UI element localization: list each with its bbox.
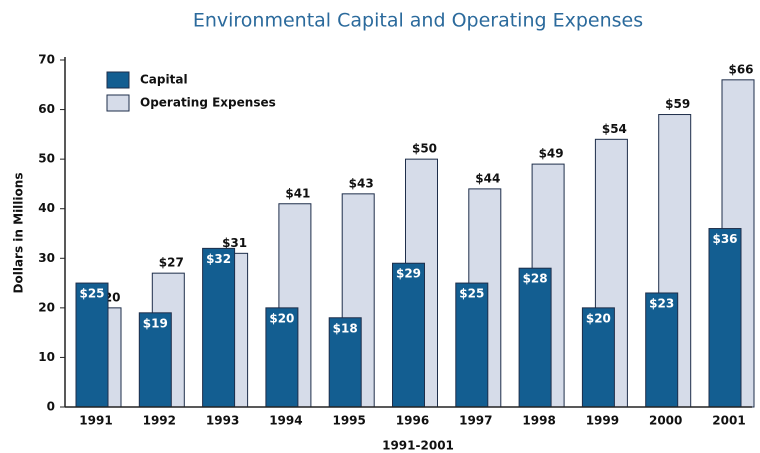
value-label: $50 (412, 142, 437, 156)
x-tick-label: 1998 (522, 414, 555, 428)
value-label: $41 (285, 186, 310, 200)
y-tick-label: 0 (47, 400, 55, 414)
bar (392, 262, 425, 408)
bar (455, 282, 489, 408)
y-tick-label: 10 (38, 350, 55, 364)
value-label: $31 (222, 236, 247, 250)
value-label: $43 (349, 176, 374, 190)
bar (518, 267, 552, 408)
value-label: $27 (159, 256, 184, 270)
value-label: $49 (539, 147, 564, 161)
y-tick-label: 20 (38, 300, 55, 314)
value-label: $25 (79, 287, 104, 301)
y-tick-label: 60 (38, 102, 55, 116)
legend-label: Operating Expenses (140, 96, 276, 110)
bar (645, 292, 679, 408)
value-label: $66 (728, 62, 753, 76)
value-label: $28 (523, 272, 548, 286)
value-label: $23 (649, 296, 674, 310)
x-tick-label: 1991 (79, 414, 112, 428)
x-tick-label: 1995 (332, 414, 365, 428)
chart-title: Environmental Capital and Operating Expe… (193, 10, 643, 32)
value-label: $29 (396, 267, 421, 281)
y-tick-label: 50 (38, 152, 55, 166)
y-axis-label: Dollars in Millions (12, 173, 26, 294)
bar (708, 228, 742, 408)
value-label: $25 (459, 287, 484, 301)
bar (202, 247, 236, 408)
value-label: $44 (475, 171, 500, 185)
value-label: $36 (712, 232, 737, 246)
bar (75, 282, 109, 408)
value-label: $32 (206, 252, 231, 266)
legend-swatch (106, 71, 130, 89)
value-label: $20 (269, 311, 294, 325)
bar (138, 312, 172, 408)
x-tick-label: 1996 (396, 414, 429, 428)
y-tick-label: 40 (38, 201, 55, 215)
bar (265, 307, 299, 408)
x-tick-label: 1992 (143, 414, 176, 428)
value-label: $20 (586, 311, 611, 325)
value-label: $59 (665, 97, 690, 111)
value-label: $18 (333, 321, 358, 335)
x-tick-label: 1993 (206, 414, 239, 428)
y-tick-label: 30 (38, 251, 55, 265)
x-tick-label: 1999 (586, 414, 619, 428)
value-label: $19 (143, 316, 168, 330)
value-label: $54 (602, 122, 627, 136)
y-tick-label: 70 (38, 53, 55, 67)
legend-label: Capital (140, 73, 188, 87)
legend-swatch (106, 94, 130, 112)
x-tick-label: 1994 (269, 414, 302, 428)
x-tick-label: 2000 (649, 414, 682, 428)
x-tick-label: 1997 (459, 414, 492, 428)
x-tick-label: 2001 (712, 414, 745, 428)
x-axis-label: 1991-2001 (382, 439, 454, 453)
